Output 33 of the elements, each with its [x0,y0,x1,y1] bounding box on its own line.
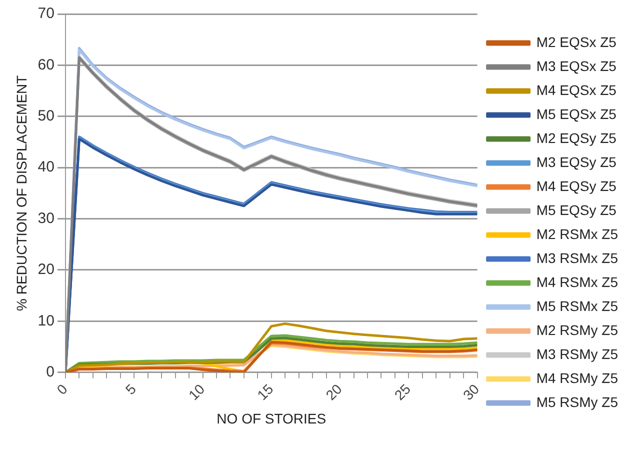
y-tick-label: 20 [38,261,54,278]
x-tick-label: 25 [391,380,414,404]
x-axis-title: NO OF STORIES [216,410,326,426]
x-tick-label: 30 [460,380,482,404]
legend-label: M4 RSMy Z5 [536,370,618,386]
legend-label: M5 RSMy Z5 [536,394,618,410]
legend-label: M2 EQSx Z5 [536,34,617,50]
x-tick-label: 20 [322,380,346,404]
y-tick-label: 70 [38,5,54,22]
y-tick-label: 10 [38,312,54,330]
legend-label: M2 RSMy Z5 [536,322,618,338]
y-tick-label: 50 [38,108,54,125]
legend-label: M5 EQSy Z5 [536,202,617,218]
x-tick-label: 10 [185,380,208,404]
legend-label: M4 EQSy Z5 [536,178,617,194]
y-tick-label: 0 [46,363,54,380]
legend-label: M3 RSMy Z5 [536,346,618,362]
legend-label: M2 RSMx Z5 [536,226,618,242]
x-tick-label: 15 [254,380,276,404]
y-tick-label: 60 [38,56,54,74]
legend-label: M4 RSMx Z5 [536,274,618,290]
y-axis-title: % REDUCTION OF DISPLACEMENT [13,74,30,312]
legend-label: M2 EQSy Z5 [536,130,617,146]
legend-label: M3 EQSy Z5 [536,154,617,170]
x-tick-label: 5 [122,380,140,398]
legend-label: M5 EQSx Z5 [536,106,617,122]
legend-label: M3 RSMx Z5 [536,250,618,266]
y-tick-label: 40 [38,158,54,176]
y-tick-label: 30 [38,210,54,227]
legend-label: M5 RSMx Z5 [536,298,618,314]
x-tick-label: 0 [54,380,70,398]
legend-label: M4 EQSx Z5 [536,82,617,98]
legend-label: M3 EQSx Z5 [536,58,617,74]
